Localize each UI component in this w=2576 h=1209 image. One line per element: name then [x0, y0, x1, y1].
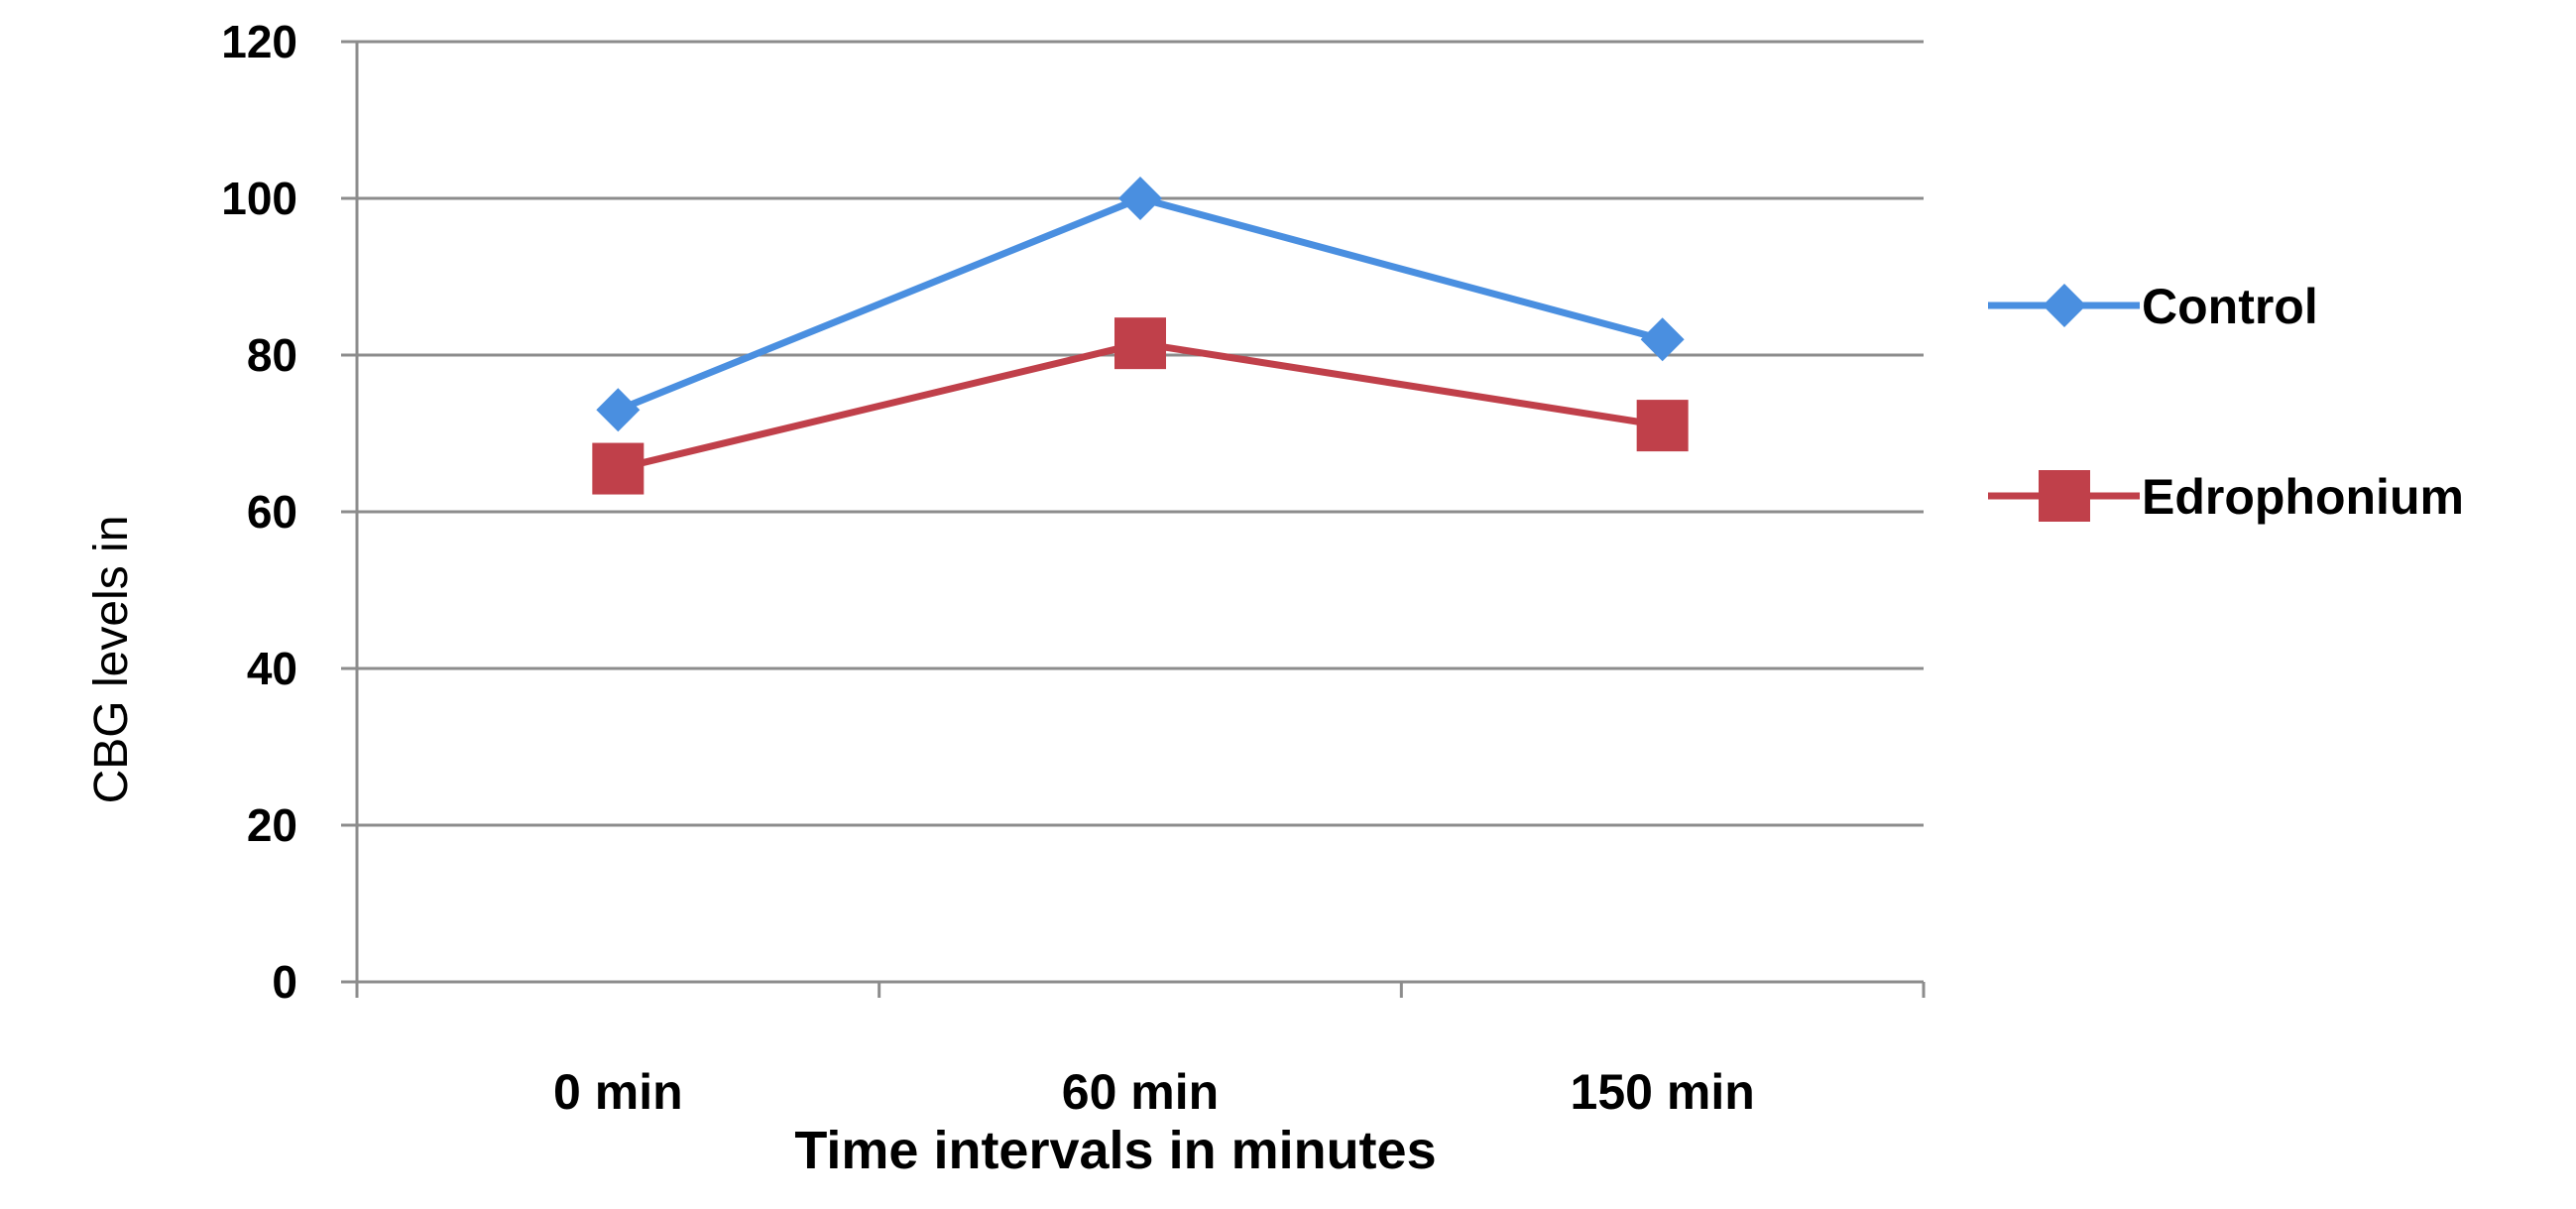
series-control	[596, 177, 1685, 432]
legend-item: Control	[1988, 279, 2318, 334]
y-axis-label: CBG levels in	[85, 516, 138, 804]
legend-label: Control	[2142, 279, 2318, 334]
data-point	[592, 442, 644, 495]
y-tick-label: 0	[272, 956, 297, 1008]
series-line	[617, 194, 1664, 414]
legend-item: Edrophonium	[1988, 469, 2464, 525]
legend-marker	[2039, 470, 2090, 522]
gridlines	[357, 40, 1924, 827]
y-tick-label: 100	[221, 173, 297, 224]
legend-marker	[2043, 284, 2086, 327]
data-point	[1118, 177, 1162, 220]
x-tick-label: 150 min	[1571, 1064, 1755, 1120]
y-tick-label: 40	[247, 643, 297, 694]
x-tick-label: 60 min	[1062, 1064, 1219, 1120]
y-tick-label: 80	[247, 329, 297, 381]
legend: Control Edrophonium	[1988, 279, 2464, 525]
x-tick-labels: 0 min 60 min 150 min	[553, 1064, 1755, 1120]
data-point	[596, 388, 641, 432]
data-point	[1636, 400, 1689, 452]
y-tick-label: 20	[247, 799, 297, 851]
data-point	[1114, 317, 1166, 370]
series	[592, 177, 1689, 495]
x-tick-label: 0 min	[553, 1064, 683, 1120]
axes	[341, 40, 1926, 998]
y-tick-labels: 0 20 40 60 80 100 120	[221, 16, 297, 1008]
data-point	[1640, 317, 1685, 362]
series-edrophonium	[592, 317, 1689, 495]
y-tick-label: 120	[221, 16, 297, 67]
y-tick-label: 60	[247, 486, 297, 538]
legend-label: Edrophonium	[2142, 469, 2464, 525]
x-axis-label: Time intervals in minutes	[794, 1121, 1436, 1180]
